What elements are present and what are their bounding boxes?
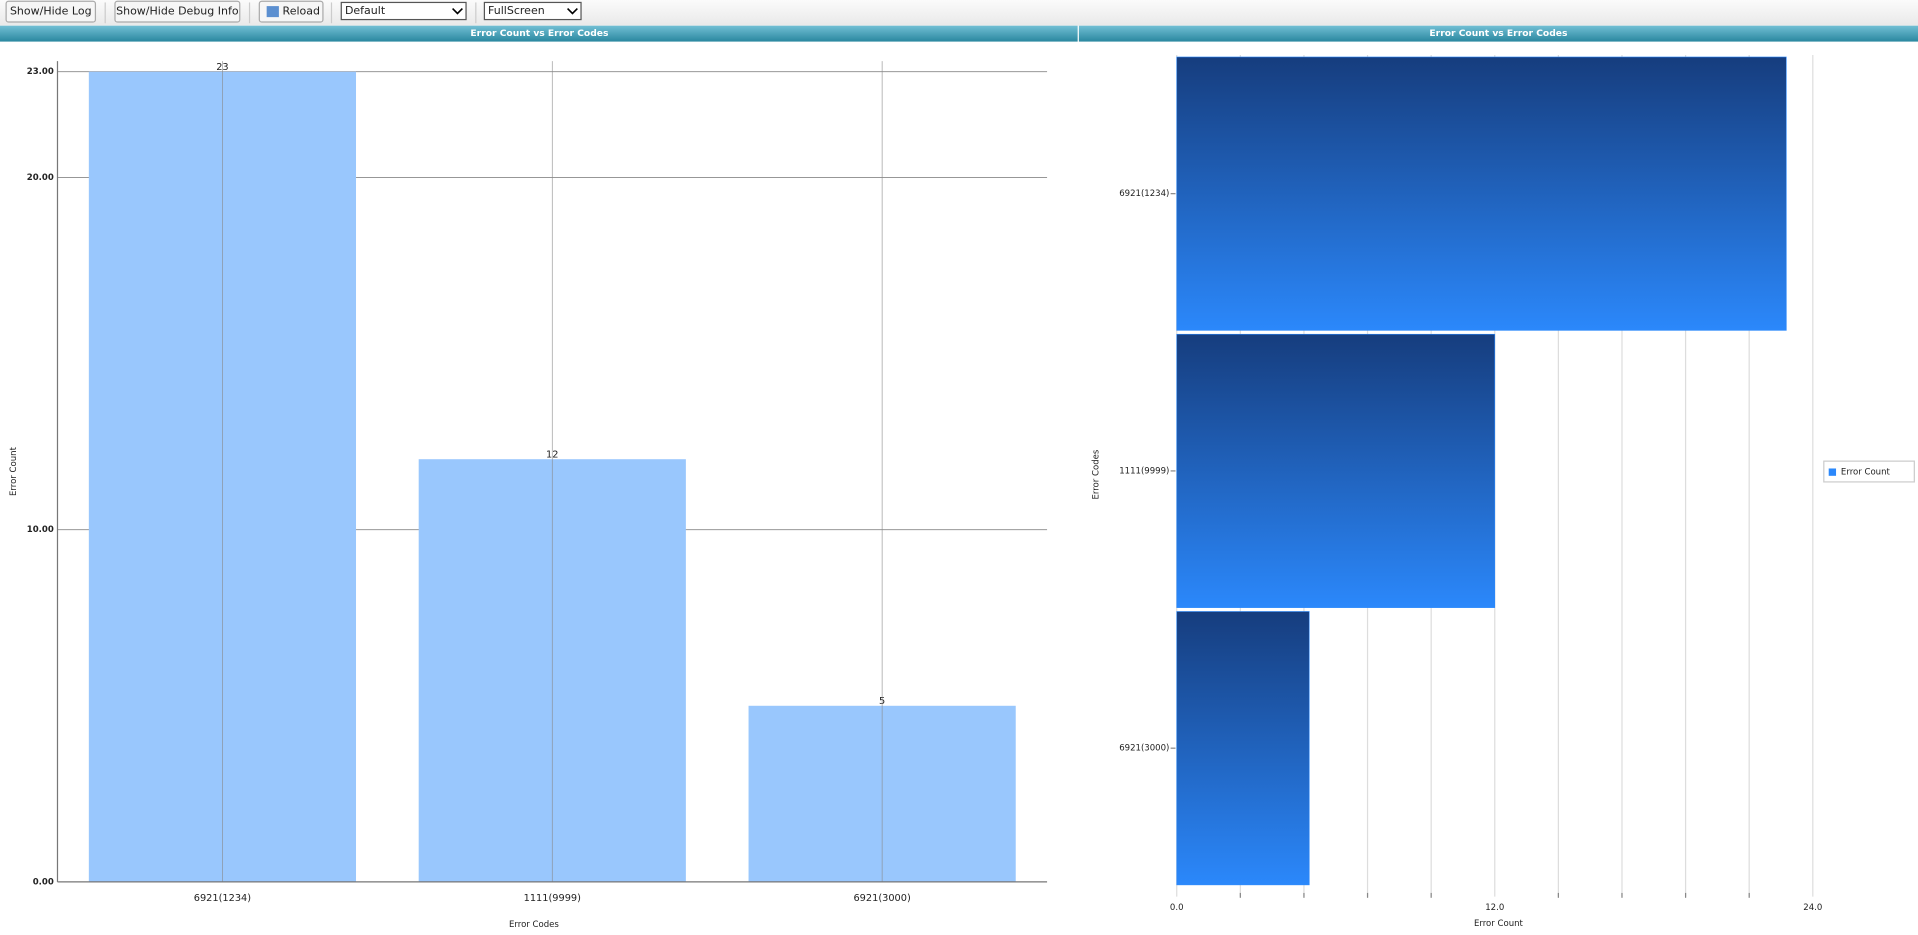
x-tick-label: 6921(3000) <box>853 893 910 904</box>
title-bar <box>1078 25 1918 42</box>
x-tick-label: 24.0 <box>1803 903 1822 913</box>
y-axis-title: Error Count <box>9 446 19 496</box>
chart-title: Error Count vs Error Codes <box>470 28 609 39</box>
x-axis-title: Error Codes <box>509 920 559 930</box>
y-tick-label: 23.00 <box>27 67 54 77</box>
bar <box>1176 56 1787 331</box>
legend-box <box>1823 460 1915 483</box>
y-tick-label: 1111(9999) <box>1119 466 1169 476</box>
y-axis-title: Error Codes <box>1092 449 1102 499</box>
y-tick-label: 6921(3000) <box>1119 744 1169 754</box>
title-bar <box>0 25 1078 42</box>
button-label[interactable]: Show/Hide Log <box>10 5 92 18</box>
y-tick-label: 20.00 <box>27 173 54 183</box>
button-label[interactable]: Show/Hide Debug Info <box>116 5 239 18</box>
select[interactable]: FullScreen <box>483 1 582 21</box>
legend-label: Error Count <box>1841 468 1891 478</box>
select[interactable]: Default <box>340 1 467 21</box>
y-tick-label: 0.00 <box>33 877 54 887</box>
chart-title: Error Count vs Error Codes <box>1429 28 1568 39</box>
button[interactable]: Reload <box>258 0 324 23</box>
y-tick-label: 6921(1234) <box>1119 189 1169 199</box>
x-tick-label: 12.0 <box>1485 903 1504 913</box>
legend-swatch <box>1828 468 1837 476</box>
button-label[interactable]: Reload <box>283 5 320 18</box>
x-tick-label: 0.0 <box>1170 903 1184 913</box>
y-tick-label: 10.00 <box>27 525 54 535</box>
select-value[interactable]: Default <box>345 4 386 17</box>
button[interactable]: Show/Hide Log <box>5 0 97 23</box>
x-axis-title: Error Count <box>1474 919 1524 929</box>
bar <box>1176 611 1310 886</box>
x-tick-label: 6921(1234) <box>194 893 251 904</box>
reload-icon <box>266 6 279 18</box>
select-value[interactable]: FullScreen <box>488 4 545 17</box>
x-tick-label: 1111(9999) <box>524 893 581 904</box>
button[interactable]: Show/Hide Debug Info <box>114 0 241 23</box>
bar <box>1176 333 1496 608</box>
